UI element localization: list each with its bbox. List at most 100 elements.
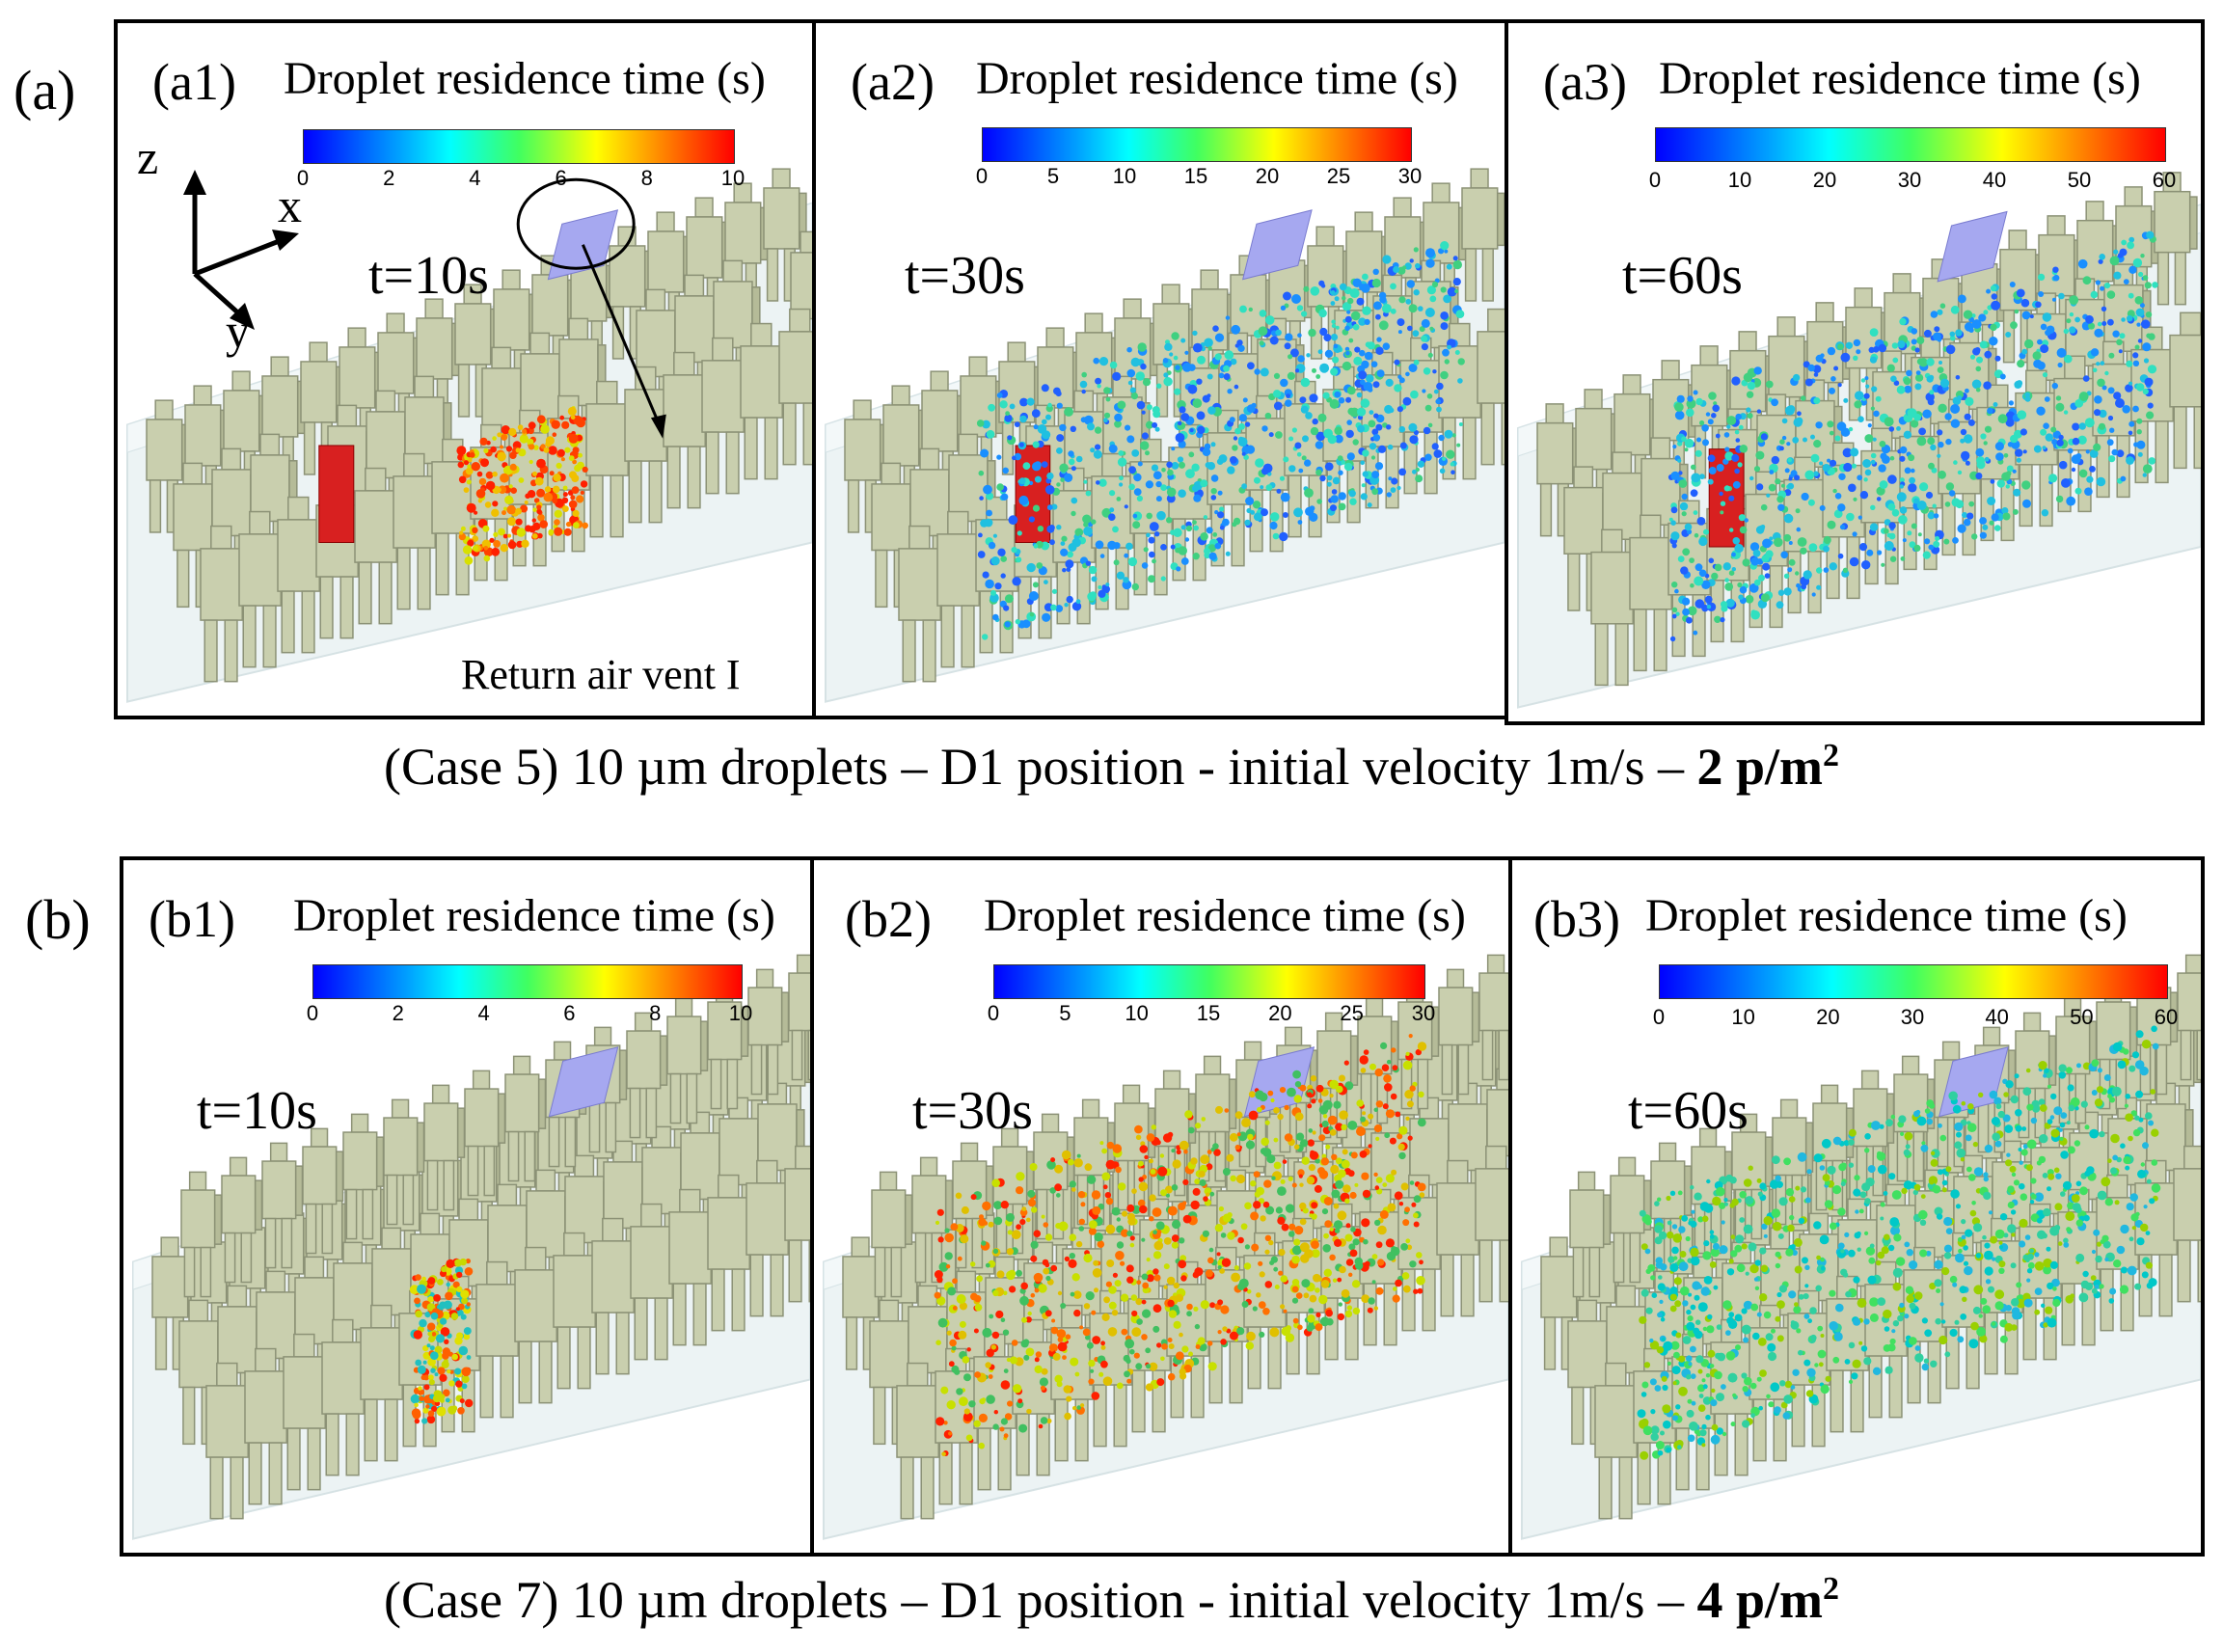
droplet: [2007, 442, 2014, 447]
droplet: [1341, 1124, 1347, 1131]
droplet: [1669, 1190, 1676, 1196]
droplet: [2131, 1226, 2136, 1231]
droplet: [1709, 1260, 1717, 1268]
droplet: [1999, 373, 2006, 380]
droplet: [2042, 446, 2047, 450]
droplet: [1093, 1259, 1099, 1266]
colorbar-tick: 15: [1183, 164, 1208, 188]
droplet: [1118, 1182, 1126, 1191]
droplet: [2148, 457, 2155, 465]
droplet: [1002, 1329, 1010, 1336]
droplet: [1938, 361, 1942, 365]
droplet: [1252, 1306, 1258, 1312]
droplet: [2134, 1283, 2142, 1290]
droplet: [1779, 1380, 1786, 1387]
droplet: [1375, 346, 1384, 355]
droplet: [1983, 1172, 1989, 1178]
droplet: [1100, 1341, 1105, 1346]
droplet: [1938, 403, 1947, 413]
droplet: [1650, 1432, 1659, 1442]
droplet: [2128, 292, 2134, 299]
droplet: [1842, 567, 1849, 573]
droplet: [1730, 1422, 1736, 1427]
droplet: [1416, 1252, 1423, 1259]
droplet: [1303, 285, 1310, 292]
droplet: [1317, 413, 1327, 422]
droplet: [1649, 1378, 1657, 1386]
droplet: [1783, 1157, 1791, 1166]
droplet: [1390, 1093, 1397, 1100]
droplet: [1757, 1191, 1763, 1197]
droplet: [500, 473, 509, 483]
droplet: [2011, 1324, 2018, 1331]
droplet: [1019, 401, 1025, 406]
droplet: [1889, 1217, 1900, 1227]
droplet: [2011, 1232, 2016, 1237]
droplet: [1037, 526, 1044, 532]
droplet: [2040, 344, 2049, 354]
droplet: [559, 415, 565, 420]
droplet: [1315, 441, 1324, 449]
droplet: [1284, 1133, 1293, 1142]
droplet: [1915, 370, 1921, 375]
droplet: [429, 1345, 435, 1351]
droplet: [1654, 1201, 1660, 1206]
droplet: [1854, 400, 1862, 409]
droplet: [1961, 450, 1970, 461]
droplet: [515, 518, 523, 526]
droplet: [467, 464, 472, 469]
droplet: [1965, 1229, 1973, 1237]
droplet: [1160, 484, 1167, 491]
droplet: [1215, 1105, 1223, 1114]
droplet: [1919, 1219, 1927, 1226]
droplet: [517, 424, 524, 430]
droplet: [1688, 1292, 1693, 1297]
droplet: [2109, 256, 2120, 266]
droplet: [1129, 1242, 1135, 1248]
droplet: [2120, 1266, 2128, 1274]
droplet: [1674, 410, 1685, 420]
droplet: [1027, 1189, 1036, 1198]
droplet: [1827, 458, 1831, 463]
droplet: [1066, 595, 1073, 604]
droplet: [1339, 283, 1347, 291]
droplet: [1732, 1393, 1737, 1397]
droplet: [1810, 453, 1820, 463]
droplet: [1691, 1256, 1700, 1266]
droplet: [1131, 582, 1139, 591]
droplet: [1281, 1223, 1289, 1232]
droplet: [1045, 414, 1051, 420]
droplet: [568, 500, 578, 509]
droplet: [1724, 582, 1734, 591]
droplet: [1392, 1294, 1400, 1303]
droplet: [2042, 1173, 2048, 1178]
droplet: [460, 1313, 467, 1320]
droplet: [1060, 548, 1069, 557]
droplet: [580, 480, 588, 488]
droplet: [1319, 363, 1330, 373]
droplet: [1899, 1302, 1905, 1309]
droplet: [1880, 1216, 1884, 1221]
droplet: [1911, 328, 1918, 335]
droplet: [464, 1267, 474, 1276]
droplet: [1222, 1326, 1228, 1332]
droplet: [2136, 440, 2146, 449]
droplet: [1680, 566, 1689, 575]
droplet: [1329, 1254, 1336, 1261]
droplet: [2058, 292, 2065, 300]
droplet: [1367, 1307, 1373, 1313]
droplet: [1834, 493, 1842, 500]
droplet: [1094, 426, 1102, 434]
droplet: [1041, 384, 1049, 393]
droplet: [2022, 449, 2027, 454]
droplet: [1240, 1223, 1248, 1231]
droplet: [1899, 455, 1906, 462]
droplet: [1333, 1100, 1342, 1109]
droplet: [1275, 431, 1283, 439]
droplet: [1891, 1329, 1896, 1334]
droplet: [1860, 1345, 1868, 1352]
droplet: [1126, 1204, 1135, 1212]
droplet: [1827, 420, 1834, 428]
droplet: [1044, 580, 1048, 584]
droplet: [1884, 528, 1889, 534]
